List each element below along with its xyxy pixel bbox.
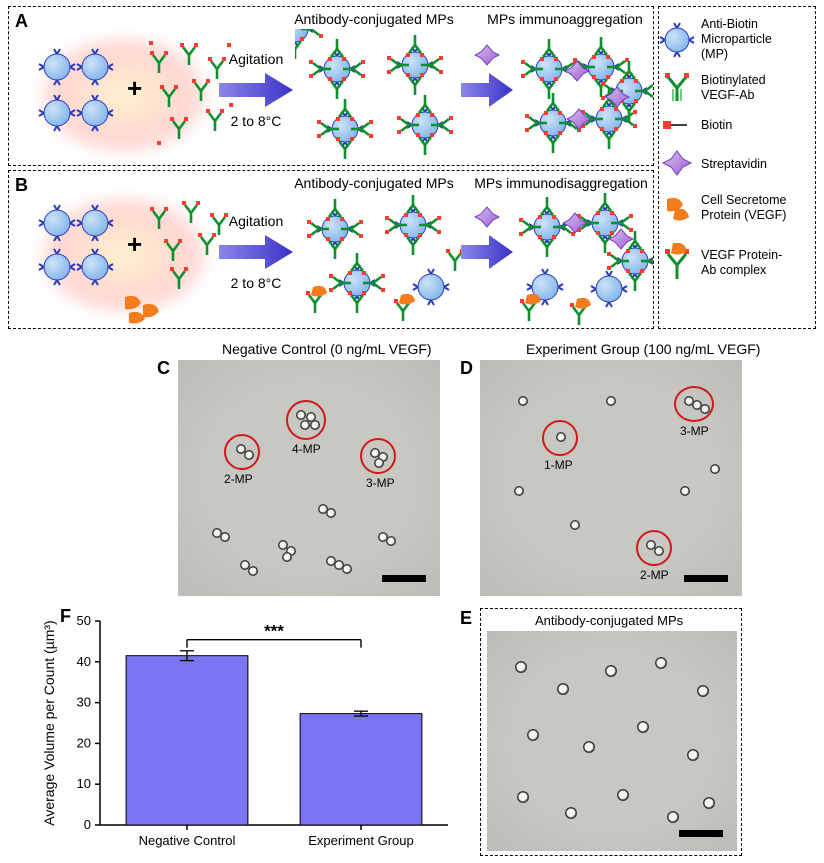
panel-b-step1: Agitation [219, 213, 293, 231]
mark-d-1mp: 1-MP [544, 458, 573, 472]
svg-text:30: 30 [77, 695, 91, 710]
panel-c-title: Negative Control (0 ng/mL VEGF) [222, 341, 432, 357]
antibody-icon [659, 71, 695, 105]
legend-row-vegf: Cell Secretome Protein (VEGF) [659, 191, 815, 225]
legend-row-strept: Streptavidin [659, 147, 815, 181]
legend-label-strept: Streptavidin [701, 157, 767, 172]
mark-d-3mp: 3-MP [680, 424, 709, 438]
mark-d-2mp: 2-MP [640, 568, 669, 582]
strept-above-b-icon [467, 205, 507, 229]
mark-c-4mp: 4-MP [292, 442, 321, 456]
panel-e-image [487, 631, 737, 851]
svg-text:+: + [127, 73, 142, 103]
svg-text:***: *** [264, 622, 284, 641]
legend-label-biotin: Biotin [701, 118, 732, 133]
legend-row-mp: Anti-Biotin Microparticle (MP) [659, 17, 815, 62]
mark-c-2mp: 2-MP [224, 472, 253, 486]
panel-e-box: Antibody-conjugated MPs [480, 608, 742, 856]
panel-b-right-svg [509, 189, 653, 327]
figure-root: Anti-Biotin Microparticle (MP) [0, 0, 824, 863]
svg-text:50: 50 [77, 613, 91, 628]
panel-b-label: B [15, 175, 28, 196]
panel-a-mid-svg [295, 29, 471, 161]
scalebar-c [382, 575, 426, 582]
panel-c-image: 2-MP 4-MP 3-MP [178, 360, 440, 596]
chart-f-svg: 0 10 20 30 40 50 Average Volume per Count (µm³… [38, 607, 458, 855]
panel-d-image: 1-MP 3-MP 2-MP [480, 360, 742, 596]
panel-a-header-right: MPs immunoaggregation [477, 11, 653, 29]
strept-above-icon [467, 43, 507, 67]
panel-a-step2: 2 to 8°C [219, 113, 293, 131]
arrow-b2-icon [459, 227, 515, 277]
svg-text:20: 20 [77, 735, 91, 750]
svg-text:Average Volume per Count (µm³): Average Volume per Count (µm³) [41, 620, 57, 825]
panel-c-label: C [157, 358, 170, 379]
legend-label-vegf: Cell Secretome Protein (VEGF) [701, 193, 786, 223]
svg-text:Negative Control: Negative Control [139, 833, 236, 848]
scalebar-d [684, 575, 728, 582]
panel-f-chart: 0 10 20 30 40 50 Average Volume per Count (µm³… [38, 607, 458, 855]
mark-c-3mp: 3-MP [366, 476, 395, 490]
legend-row-complex: VEGF Protein- Ab complex [659, 243, 815, 283]
panel-d-label: D [460, 358, 473, 379]
panel-a-left-svg: + [29, 33, 239, 159]
panel-a-label: A [15, 11, 28, 32]
streptavidin-icon [659, 147, 695, 181]
panel-d-title: Experiment Group (100 ng/mL VEGF) [526, 341, 760, 357]
legend-label-mp: Anti-Biotin Microparticle (MP) [701, 17, 772, 62]
panel-e-label: E [460, 608, 472, 629]
svg-text:+: + [127, 229, 142, 259]
panel-a-header-mid: Antibody-conjugated MPs [279, 11, 469, 29]
panel-e-title: Antibody-conjugated MPs [535, 613, 683, 628]
svg-text:Experiment Group: Experiment Group [308, 833, 414, 848]
legend-label-complex: VEGF Protein- Ab complex [701, 248, 782, 278]
legend-label-ab: Biotinylated VEGF-Ab [701, 73, 766, 103]
svg-text:10: 10 [77, 776, 91, 791]
legend-row-biotin: Biotin [659, 115, 815, 135]
scalebar-e [679, 830, 723, 837]
svg-text:0: 0 [84, 817, 91, 832]
panel-b-left-svg: + [29, 193, 239, 325]
panel-a-right-svg [509, 27, 653, 163]
panel-b-mid-svg [295, 191, 471, 327]
panel-b-step2: 2 to 8°C [219, 275, 293, 293]
panel-a-box: A Antibody-conjugated MPs MPs immunoaggr… [8, 6, 654, 166]
arrow-a2-icon [459, 65, 515, 115]
panel-b-header-mid: Antibody-conjugated MPs [279, 175, 469, 193]
biotin-icon [659, 115, 695, 135]
complex-icon [659, 243, 695, 283]
vegf-icon [659, 191, 695, 225]
arrow-b1-icon [217, 227, 295, 277]
legend-box: Anti-Biotin Microparticle (MP) [658, 6, 816, 329]
panel-b-box: B Antibody-conjugated MPs MPs immunodisa… [8, 170, 654, 329]
svg-text:40: 40 [77, 654, 91, 669]
legend-row-ab: Biotinylated VEGF-Ab [659, 71, 815, 105]
schematic-panels: Anti-Biotin Microparticle (MP) [8, 6, 816, 329]
mp-icon [659, 20, 695, 60]
arrow-a1-icon [217, 65, 295, 115]
panel-a-step1: Agitation [219, 51, 293, 69]
